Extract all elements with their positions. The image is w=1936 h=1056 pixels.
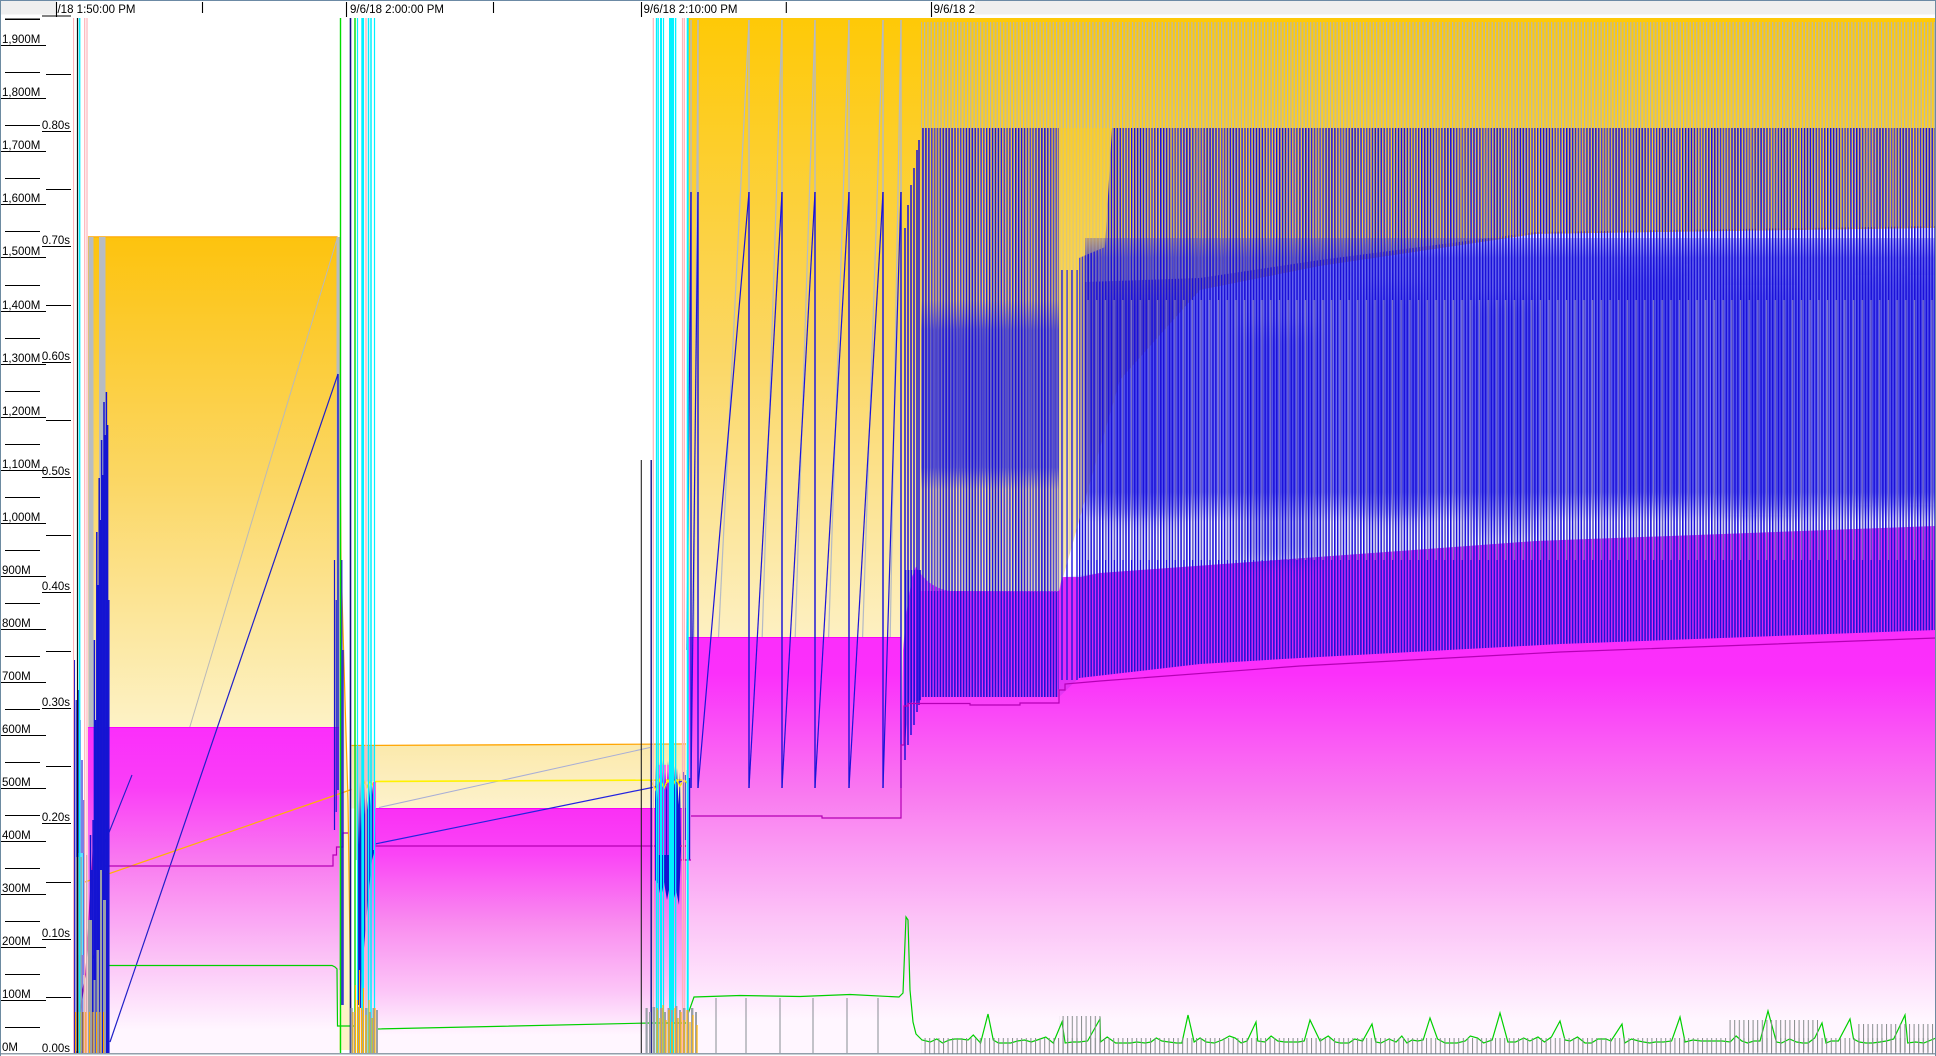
svg-text:9/6/18 1:50:00 PM: 9/6/18 1:50:00 PM: [42, 4, 136, 16]
svg-text:600M: 600M: [2, 724, 31, 736]
svg-text:0.40s: 0.40s: [42, 581, 70, 593]
svg-text:300M: 300M: [2, 883, 31, 895]
svg-text:700M: 700M: [2, 671, 31, 683]
svg-text:1,000M: 1,000M: [2, 512, 40, 524]
svg-text:0.50s: 0.50s: [42, 466, 70, 478]
svg-text:1,500M: 1,500M: [2, 246, 40, 258]
svg-text:0.80s: 0.80s: [42, 120, 70, 132]
svg-text:200M: 200M: [2, 936, 31, 948]
svg-text:9/6/18 2:00:00 PM: 9/6/18 2:00:00 PM: [350, 4, 444, 16]
svg-text:1,900M: 1,900M: [2, 34, 40, 46]
svg-text:9/6/18 2:2: 9/6/18 2:2: [934, 4, 985, 16]
svg-text:1,600M: 1,600M: [2, 193, 40, 205]
svg-text:0.20s: 0.20s: [42, 812, 70, 824]
svg-text:900M: 900M: [2, 565, 31, 577]
svg-text:0.70s: 0.70s: [42, 235, 70, 247]
svg-text:1,100M: 1,100M: [2, 459, 40, 471]
svg-text:0.10s: 0.10s: [42, 928, 70, 940]
svg-text:800M: 800M: [2, 618, 31, 630]
svg-text:0.00s: 0.00s: [42, 1043, 70, 1055]
svg-text:0.30s: 0.30s: [42, 697, 70, 709]
svg-text:0.60s: 0.60s: [42, 351, 70, 363]
svg-text:1,200M: 1,200M: [2, 406, 40, 418]
svg-text:400M: 400M: [2, 830, 31, 842]
svg-text:1,300M: 1,300M: [2, 353, 40, 365]
svg-text:1,800M: 1,800M: [2, 87, 40, 99]
svg-text:1,700M: 1,700M: [2, 140, 40, 152]
svg-text:500M: 500M: [2, 777, 31, 789]
svg-text:100M: 100M: [2, 989, 31, 1001]
svg-text:1,400M: 1,400M: [2, 300, 40, 312]
svg-text:0M: 0M: [2, 1042, 18, 1054]
svg-text:9/6/18 2:10:00 PM: 9/6/18 2:10:00 PM: [644, 4, 738, 16]
